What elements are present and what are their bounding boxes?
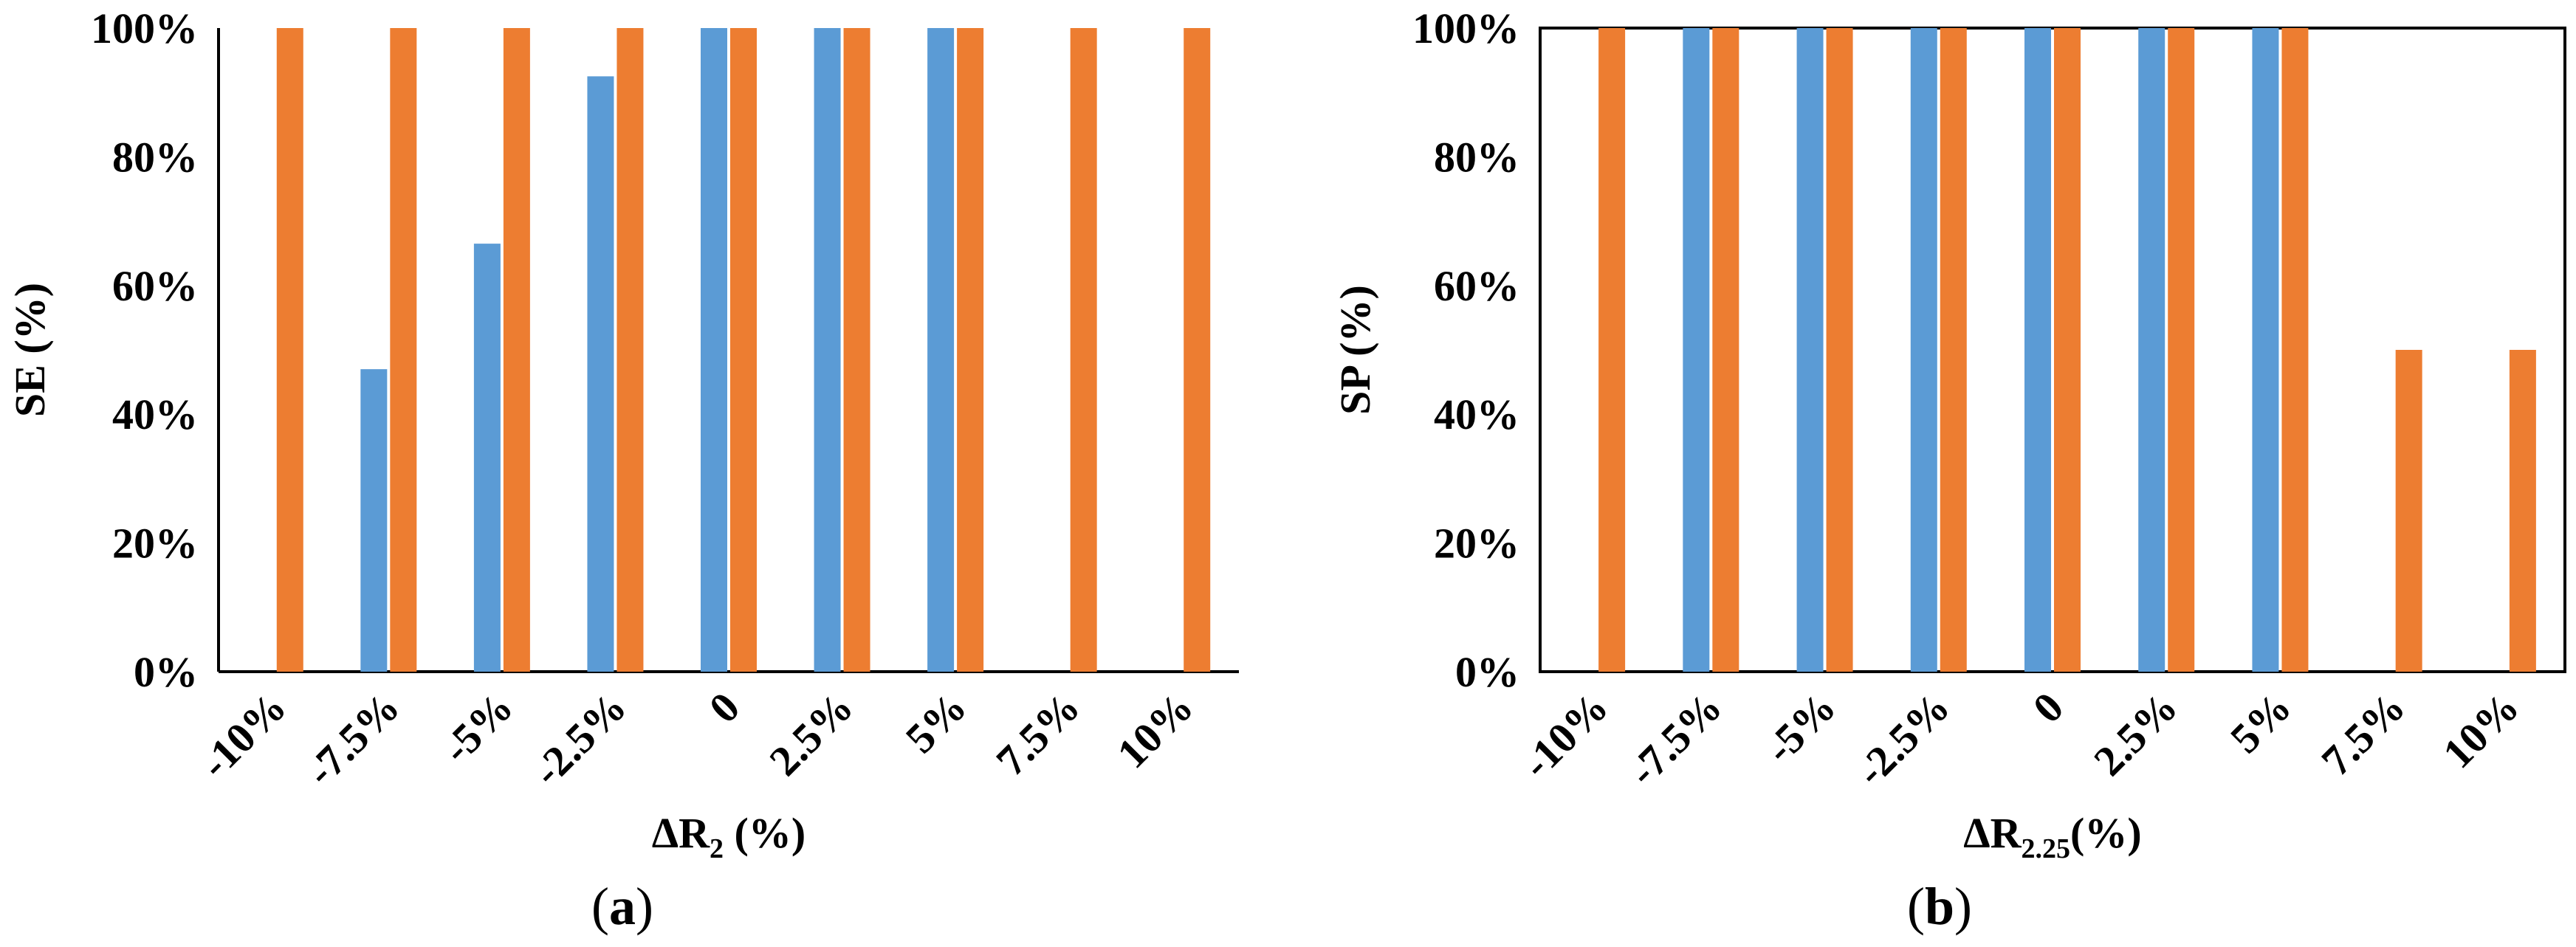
panel-label: (a) [591,877,653,936]
bar-series2-1 [1712,28,1739,672]
y-tick-label: 80% [112,133,198,181]
bar-series2-0 [276,28,303,672]
x-tick-label: 7.5% [987,683,1089,785]
x-tick-label: 10% [2434,683,2528,777]
bar-series1-4 [2024,28,2051,672]
bar-series1-1 [360,369,388,672]
bar-series2-2 [1826,28,1853,672]
bar-series2-3 [1940,28,1967,672]
x-axis-title: ΔR2.25(%) [1963,809,2141,864]
bar-series1-6 [2252,28,2279,672]
x-tick-label: 5% [896,683,975,762]
bar-series2-5 [843,28,870,672]
x-tick-label: 7.5% [2312,683,2414,785]
x-tick-label: -10% [190,683,295,788]
bar-series1-3 [587,76,614,672]
x-tick-label: 2.5% [760,683,862,785]
bar-series2-4 [730,28,757,672]
bar-series1-6 [927,28,955,672]
y-tick-label: 0% [1455,648,1519,696]
bar-series1-4 [701,28,727,672]
x-tick-label: -2.5% [523,683,636,795]
bar-series2-3 [616,28,644,672]
bar-series1-5 [2138,28,2165,672]
y-tick-label: 40% [1434,390,1519,438]
bar-series2-4 [2054,28,2081,672]
x-tick-label: -7.5% [297,683,409,795]
x-tick-label: 5% [2221,683,2300,762]
bar-series2-6 [2281,28,2309,672]
y-tick-label: 20% [1434,520,1519,568]
plot-frame [1539,27,2566,673]
bar-series1-1 [1683,28,1710,672]
chart-panel-a: 0% 20% 40% 60% 80% 100% -10% -7.5% -5% -2.5% 0 2.5%… [6,4,1239,936]
x-tick-label: 0 [700,683,749,731]
bar-series1-5 [814,28,841,672]
x-tick-label: -10% [1513,683,1618,788]
y-tick-label: 60% [1434,262,1519,310]
panel-label: (b) [1907,877,1972,936]
y-tick-label: 0% [134,648,198,696]
y-tick-label: 20% [112,520,198,568]
y-tick-label: 80% [1434,133,1519,181]
y-axis-title: SP (%) [1331,285,1379,415]
x-tick-label: 0 [2024,683,2072,731]
x-tick-label: 10% [1107,683,1202,777]
y-tick-label: 60% [112,262,198,310]
bar-series2-1 [390,28,417,672]
bar-series1-2 [1796,28,1824,672]
x-tick-label: -2.5% [1847,683,1959,795]
x-tick-label: -5% [1756,683,1845,772]
y-tick-label: 100% [91,4,198,52]
bar-series2-8 [1184,28,1211,672]
bar-series2-5 [2168,28,2195,672]
bar-series2-6 [957,28,984,672]
y-tick-label: 40% [112,390,198,438]
y-axis-title: SE (%) [6,283,54,417]
bar-series1-3 [1910,28,1937,672]
x-tick-label: -7.5% [1619,683,1731,795]
chart-panel-b: 0% 20% 40% 60% 80% 100% -10% -7.5% -5% -2.5% 0 2.5%… [1331,4,2566,936]
bar-series2-2 [503,28,530,672]
bar-series2-8 [2509,350,2536,672]
x-axis-title: ΔR2 (%) [652,809,806,864]
bar-series2-7 [2395,350,2422,672]
bar-series2-7 [1070,28,1097,672]
bar-series1-2 [473,244,501,672]
x-tick-label: 2.5% [2084,683,2186,785]
x-tick-label: -5% [433,683,522,772]
bar-series2-0 [1598,28,1626,672]
y-tick-label: 100% [1412,4,1519,52]
